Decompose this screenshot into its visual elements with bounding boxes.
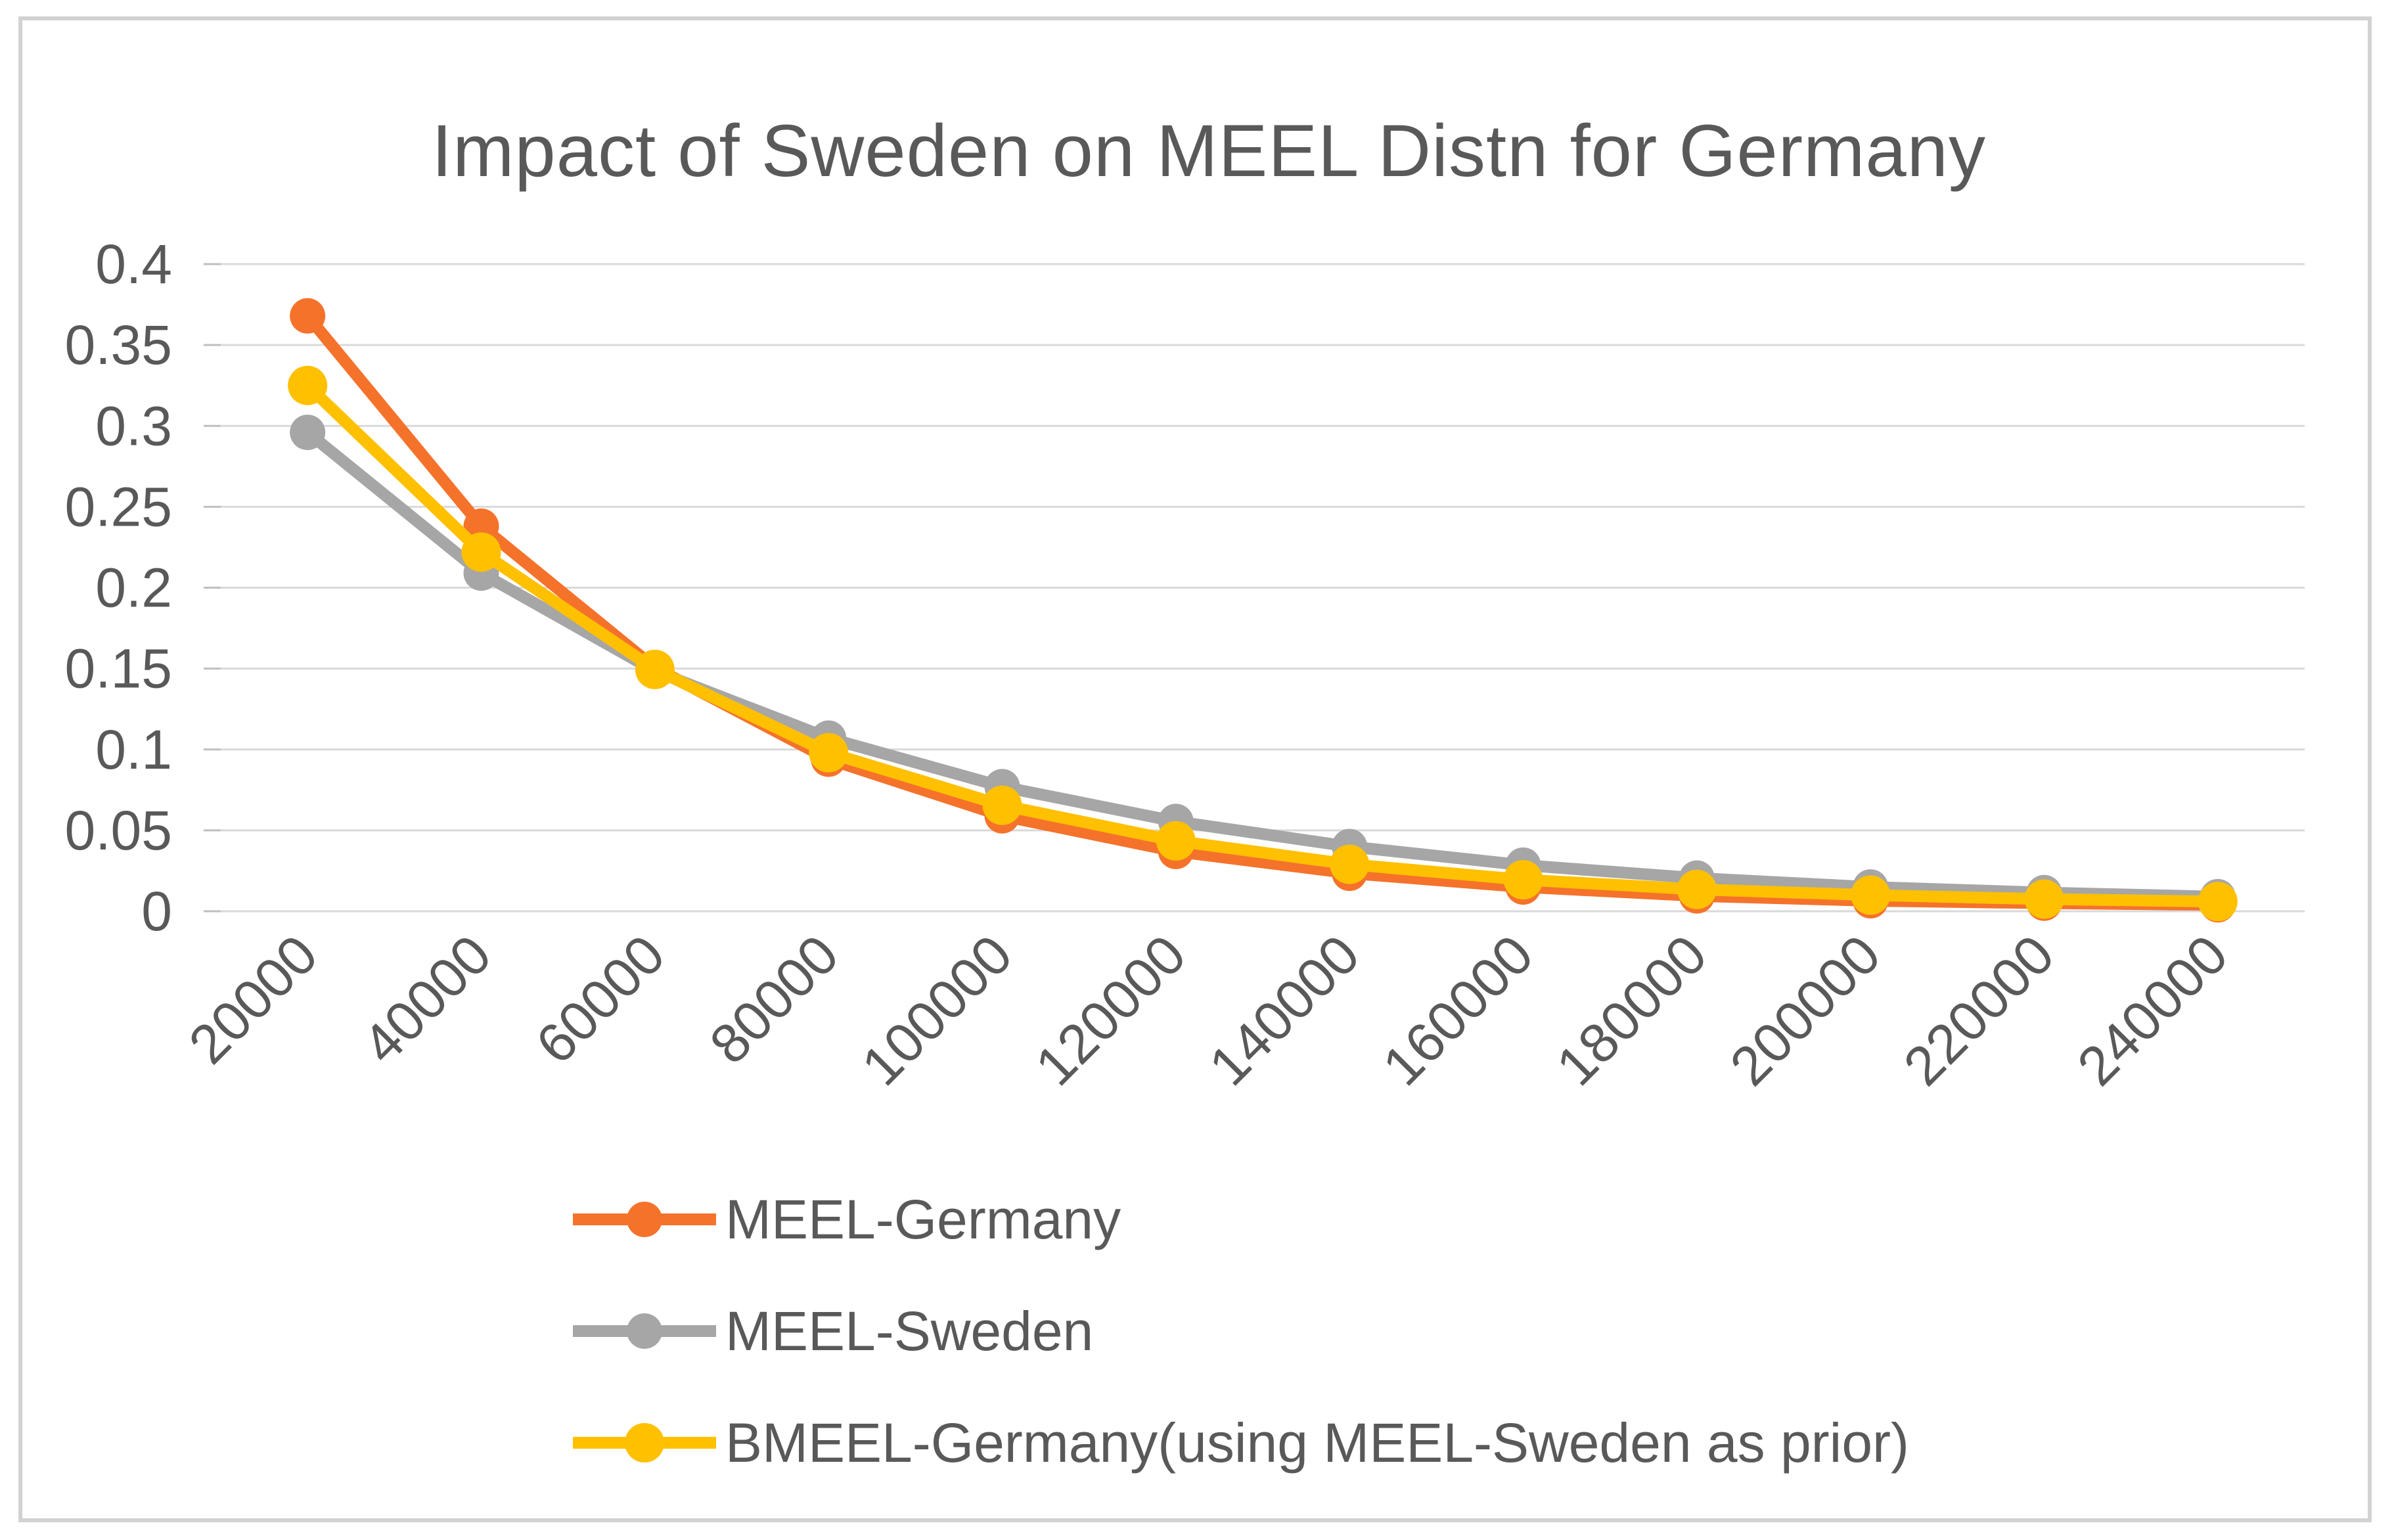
data-point-marker (1851, 875, 1891, 915)
y-tick-label: 0.2 (95, 557, 172, 619)
legend-item-meel-germany: MEEL-Germany (573, 1189, 1121, 1250)
y-tick-label: 0.3 (95, 395, 172, 457)
x-tick-label: 160000 (1371, 923, 1545, 1097)
legend-item-meel-sweden: MEEL-Sweden (573, 1300, 1093, 1362)
legend: MEEL-Germany MEEL-Sweden BMEEL-Germany(usi… (573, 1189, 1909, 1474)
x-tick-label: 60000 (524, 923, 677, 1076)
data-point-marker (1156, 821, 1196, 861)
x-tick-label: 220000 (1892, 923, 2066, 1097)
data-point-marker (982, 785, 1022, 825)
y-axis-labels: 0.4 0.35 0.3 0.25 0.2 0.15 0.1 0.05 0 (65, 233, 173, 942)
chart-title: Impact of Sweden on MEEL Distn for Germa… (432, 110, 1986, 192)
series-meel-sweden (290, 415, 2236, 915)
data-point-marker (290, 415, 326, 451)
x-axis-labels: 20000 40000 60000 80000 100000 120000 140000 16… (177, 923, 2239, 1097)
legend-marker-icon (625, 1423, 664, 1462)
chart-border (18, 16, 2372, 1522)
x-tick-label: 200000 (1718, 923, 1892, 1097)
legend-marker-icon (627, 1313, 662, 1349)
data-point-marker (461, 532, 501, 572)
series-line-bmeel-germany-using-meel-sweden-as-prior (302, 379, 2224, 908)
series-line-meel-sweden (302, 426, 2224, 903)
x-tick-label: 80000 (698, 923, 850, 1076)
x-tick-label: 140000 (1197, 923, 1371, 1097)
data-point-marker (288, 365, 328, 405)
x-tick-label: 100000 (850, 923, 1024, 1097)
series-line-meel-germany (302, 309, 2224, 911)
legend-label: MEEL-Sweden (725, 1300, 1093, 1362)
data-point-marker (1677, 869, 1717, 909)
gridlines (204, 263, 2305, 913)
x-tick-label: 240000 (2066, 923, 2240, 1097)
data-point-marker (1330, 844, 1370, 884)
data-point-marker (809, 733, 849, 773)
series-bmeel-germany-using-meel-sweden-as-prior (288, 365, 2238, 922)
y-tick-label: 0.05 (65, 800, 173, 861)
y-tick-label: 0 (141, 880, 172, 942)
y-tick-label: 0.4 (95, 233, 172, 295)
legend-label: MEEL-Germany (725, 1189, 1121, 1250)
legend-marker-icon (627, 1202, 662, 1237)
y-tick-label: 0.35 (65, 314, 173, 376)
data-point-marker (635, 649, 675, 689)
x-tick-label: 120000 (1024, 923, 1198, 1097)
data-point-marker (290, 298, 326, 334)
x-tick-label: 180000 (1545, 923, 1719, 1097)
x-tick-label: 20000 (177, 923, 329, 1076)
legend-item-bmeel-germany-using-meel-sweden-as-prior: BMEEL-Germany(using MEEL-Sweden as prior… (573, 1412, 1909, 1474)
y-tick-label: 0.1 (95, 719, 172, 781)
plot-series (288, 298, 2238, 923)
x-tick-label: 40000 (351, 923, 503, 1076)
legend-label: BMEEL-Germany(using MEEL-Sweden as prior… (725, 1412, 1909, 1474)
y-tick-label: 0.25 (65, 476, 173, 537)
y-tick-label: 0.15 (65, 638, 173, 700)
data-point-marker (1503, 859, 1543, 899)
data-point-marker (2198, 882, 2238, 922)
data-point-marker (2024, 879, 2064, 919)
